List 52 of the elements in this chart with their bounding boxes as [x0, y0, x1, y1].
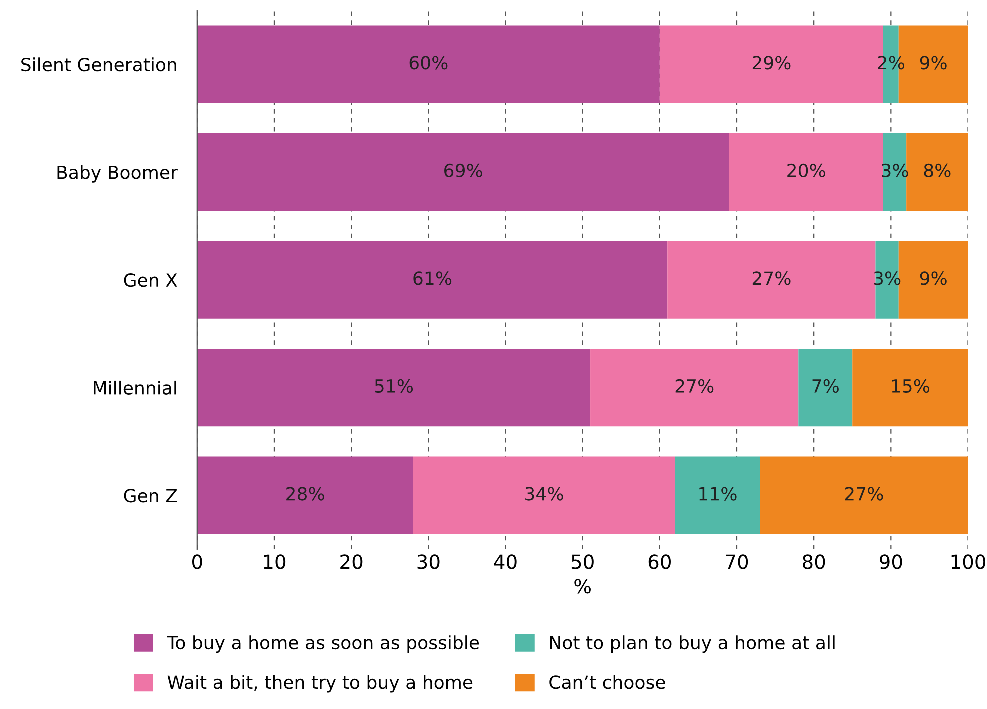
bar	[675, 456, 760, 534]
y-tick-label: Baby Boomer	[58, 165, 178, 183]
x-tick-label: 80	[803, 554, 826, 570]
x-tick-label: 100	[952, 554, 986, 570]
legend-label: Wait a bit, then try to buy a home	[168, 675, 473, 693]
data-label: 11%	[700, 487, 737, 501]
data-label: 34%	[526, 487, 564, 501]
x-tick-label: 30	[418, 554, 440, 570]
x-tick-label: 70	[726, 554, 748, 570]
y-tick-label: Gen X	[124, 274, 178, 288]
y-tick-label: Silent Generation	[22, 58, 176, 72]
bar	[413, 456, 676, 534]
bar	[197, 26, 660, 104]
bar	[590, 349, 799, 427]
bar	[197, 133, 730, 212]
bar	[668, 241, 876, 319]
bar	[760, 456, 968, 534]
data-label: 51%	[375, 379, 414, 394]
x-tick-label: 60	[648, 554, 671, 570]
data-label: 29%	[752, 56, 791, 70]
data-label: 27%	[752, 272, 791, 286]
legend-label: Can’t choose	[550, 675, 666, 690]
x-tick-label: 20	[340, 554, 363, 570]
bar	[197, 241, 668, 319]
data-label: 15%	[892, 379, 930, 394]
x-tick-label: 50	[572, 554, 594, 570]
x-tick-label: 0	[192, 554, 202, 570]
data-label: 20%	[788, 164, 826, 178]
data-label: 27%	[676, 379, 714, 394]
data-label: 9%	[920, 56, 947, 70]
bar	[852, 349, 968, 427]
data-label: 61%	[414, 272, 452, 286]
bar	[906, 133, 968, 212]
data-label: 69%	[444, 164, 482, 178]
y-tick-label: Millennial	[94, 380, 176, 395]
bar	[729, 133, 884, 212]
data-label: 7%	[812, 379, 839, 394]
data-label: 8%	[924, 164, 951, 178]
y-tick-label: Gen Z	[124, 489, 178, 503]
bar	[197, 456, 414, 534]
legend-label: Not to plan to buy a home at all	[550, 636, 835, 654]
x-tick-label: 10	[264, 554, 286, 570]
legend-label: To buy a home as soon as possible	[167, 636, 480, 654]
bar	[798, 349, 853, 427]
data-label: 9%	[920, 272, 947, 286]
data-label: 28%	[286, 487, 324, 501]
x-tick-label: 90	[880, 554, 902, 570]
bar	[197, 349, 591, 427]
data-label: 27%	[845, 487, 884, 501]
data-label: 60%	[410, 56, 448, 70]
x-tick-label: 40	[494, 554, 517, 570]
x-axis-title: %	[574, 579, 591, 594]
